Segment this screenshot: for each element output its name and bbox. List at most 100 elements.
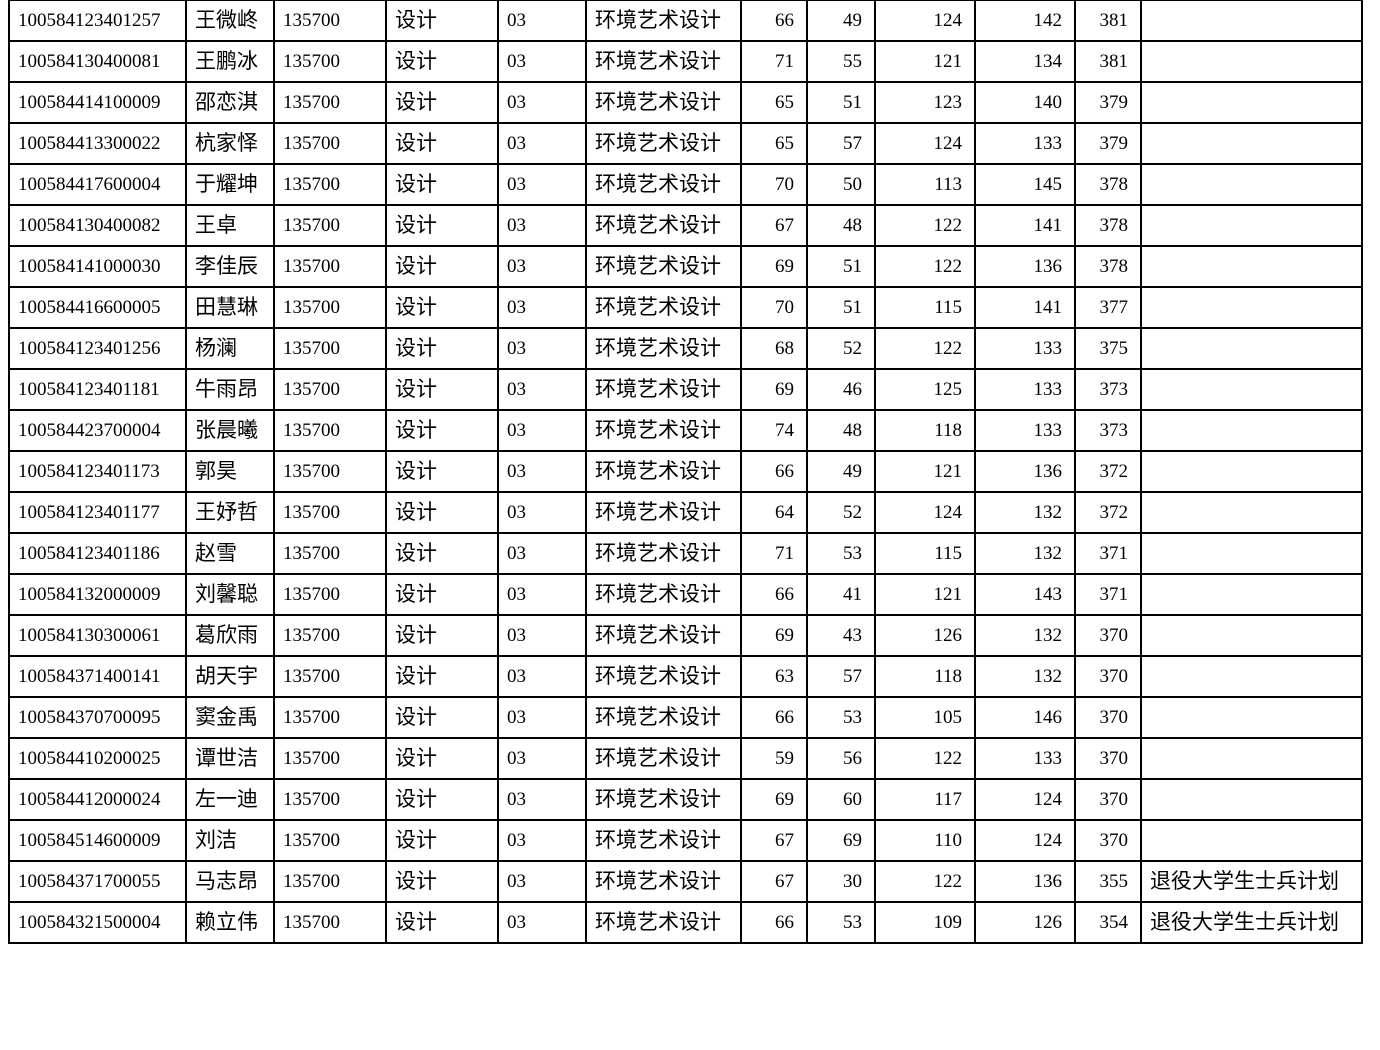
remark-cell <box>1140 778 1363 821</box>
table-row: 100584123401177 王妤哲 135700 设计 03 环境艺术设计 64 52 12… <box>8 491 1363 534</box>
total-score-cell: 370 <box>1074 614 1142 657</box>
direction-code-cell: 03 <box>497 450 587 493</box>
subject2-score-cell: 145 <box>974 163 1076 206</box>
direction-code-cell: 03 <box>497 737 587 780</box>
total-score-cell: 354 <box>1074 901 1142 944</box>
major-code-cell: 135700 <box>273 81 387 124</box>
foreign-language-score-cell: 53 <box>806 532 876 575</box>
subject2-score-cell: 140 <box>974 81 1076 124</box>
candidate-id-cell: 100584416600005 <box>8 286 187 329</box>
subject2-score-cell: 124 <box>974 819 1076 862</box>
politics-score-cell: 71 <box>740 532 808 575</box>
politics-score-cell: 63 <box>740 655 808 698</box>
major-code-cell: 135700 <box>273 655 387 698</box>
remark-cell <box>1140 737 1363 780</box>
politics-score-cell: 71 <box>740 40 808 83</box>
remark-cell <box>1140 819 1363 862</box>
table-row: 100584123401173 郭昊 135700 设计 03 环境艺术设计 66 49 121… <box>8 450 1363 493</box>
direction-name-cell: 环境艺术设计 <box>585 778 742 821</box>
politics-score-cell: 66 <box>740 0 808 42</box>
major-code-cell: 135700 <box>273 450 387 493</box>
direction-name-cell: 环境艺术设计 <box>585 614 742 657</box>
foreign-language-score-cell: 49 <box>806 0 876 42</box>
direction-name-cell: 环境艺术设计 <box>585 532 742 575</box>
major-name-cell: 设计 <box>385 532 499 575</box>
total-score-cell: 370 <box>1074 696 1142 739</box>
total-score-cell: 379 <box>1074 81 1142 124</box>
table-row: 100584371400141 胡天宇 135700 设计 03 环境艺术设计 63 57 11… <box>8 655 1363 698</box>
table-row: 100584417600004 于耀坤 135700 设计 03 环境艺术设计 70 50 11… <box>8 163 1363 206</box>
politics-score-cell: 70 <box>740 286 808 329</box>
table-row: 100584132000009 刘馨聪 135700 设计 03 环境艺术设计 66 41 12… <box>8 573 1363 616</box>
table-row: 100584130400082 王卓 135700 设计 03 环境艺术设计 67 48 122… <box>8 204 1363 247</box>
candidate-id-cell: 100584371700055 <box>8 860 187 903</box>
major-code-cell: 135700 <box>273 573 387 616</box>
direction-code-cell: 03 <box>497 204 587 247</box>
remark-cell <box>1140 204 1363 247</box>
table-row: 100584130300061 葛欣雨 135700 设计 03 环境艺术设计 69 43 12… <box>8 614 1363 657</box>
direction-code-cell: 03 <box>497 573 587 616</box>
subject1-score-cell: 117 <box>874 778 976 821</box>
subject2-score-cell: 132 <box>974 532 1076 575</box>
name-cell: 刘馨聪 <box>185 573 275 616</box>
subject2-score-cell: 136 <box>974 245 1076 288</box>
subject1-score-cell: 118 <box>874 655 976 698</box>
total-score-cell: 371 <box>1074 532 1142 575</box>
major-name-cell: 设计 <box>385 573 499 616</box>
subject2-score-cell: 132 <box>974 655 1076 698</box>
total-score-cell: 381 <box>1074 40 1142 83</box>
subject2-score-cell: 124 <box>974 778 1076 821</box>
foreign-language-score-cell: 60 <box>806 778 876 821</box>
major-code-cell: 135700 <box>273 245 387 288</box>
remark-cell <box>1140 409 1363 452</box>
total-score-cell: 378 <box>1074 245 1142 288</box>
total-score-cell: 372 <box>1074 450 1142 493</box>
major-name-cell: 设计 <box>385 245 499 288</box>
name-cell: 郭昊 <box>185 450 275 493</box>
direction-code-cell: 03 <box>497 163 587 206</box>
name-cell: 杨澜 <box>185 327 275 370</box>
major-code-cell: 135700 <box>273 286 387 329</box>
politics-score-cell: 70 <box>740 163 808 206</box>
direction-code-cell: 03 <box>497 696 587 739</box>
remark-cell <box>1140 532 1363 575</box>
candidate-id-cell: 100584410200025 <box>8 737 187 780</box>
direction-name-cell: 环境艺术设计 <box>585 819 742 862</box>
subject1-score-cell: 122 <box>874 737 976 780</box>
direction-code-cell: 03 <box>497 532 587 575</box>
total-score-cell: 370 <box>1074 655 1142 698</box>
table-row: 100584123401256 杨澜 135700 设计 03 环境艺术设计 68 52 122… <box>8 327 1363 370</box>
candidate-id-cell: 100584414100009 <box>8 81 187 124</box>
candidate-id-cell: 100584417600004 <box>8 163 187 206</box>
total-score-cell: 373 <box>1074 409 1142 452</box>
remark-cell <box>1140 368 1363 411</box>
remark-cell <box>1140 286 1363 329</box>
foreign-language-score-cell: 51 <box>806 81 876 124</box>
major-code-cell: 135700 <box>273 614 387 657</box>
candidate-id-cell: 100584321500004 <box>8 901 187 944</box>
major-code-cell: 135700 <box>273 491 387 534</box>
table-row: 100584371700055 马志昂 135700 设计 03 环境艺术设计 67 30 12… <box>8 860 1363 903</box>
major-name-cell: 设计 <box>385 122 499 165</box>
politics-score-cell: 59 <box>740 737 808 780</box>
remark-cell <box>1140 163 1363 206</box>
foreign-language-score-cell: 57 <box>806 122 876 165</box>
major-name-cell: 设计 <box>385 450 499 493</box>
foreign-language-score-cell: 30 <box>806 860 876 903</box>
table-row: 100584123401257 王微峂 135700 设计 03 环境艺术设计 66 49 12… <box>8 0 1363 42</box>
politics-score-cell: 69 <box>740 614 808 657</box>
remark-cell <box>1140 573 1363 616</box>
name-cell: 杭家怿 <box>185 122 275 165</box>
candidate-id-cell: 100584132000009 <box>8 573 187 616</box>
table-row: 100584423700004 张晨曦 135700 设计 03 环境艺术设计 74 48 11… <box>8 409 1363 452</box>
subject2-score-cell: 126 <box>974 901 1076 944</box>
remark-cell <box>1140 40 1363 83</box>
candidate-id-cell: 100584130300061 <box>8 614 187 657</box>
subject2-score-cell: 136 <box>974 450 1076 493</box>
politics-score-cell: 68 <box>740 327 808 370</box>
major-name-cell: 设计 <box>385 655 499 698</box>
subject1-score-cell: 121 <box>874 573 976 616</box>
direction-name-cell: 环境艺术设计 <box>585 696 742 739</box>
major-code-cell: 135700 <box>273 778 387 821</box>
major-name-cell: 设计 <box>385 491 499 534</box>
